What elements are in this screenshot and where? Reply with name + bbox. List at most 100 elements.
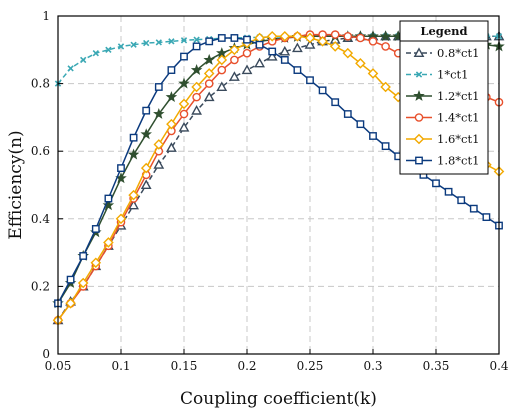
data-point	[204, 79, 214, 88]
data-point	[279, 45, 291, 56]
data-point	[304, 39, 316, 49]
data-point	[306, 76, 314, 85]
data-point	[230, 34, 239, 42]
data-point	[103, 237, 114, 248]
data-point	[140, 128, 152, 140]
data-point	[65, 298, 76, 309]
data-point	[91, 225, 100, 233]
data-point	[380, 81, 391, 93]
data-point	[166, 142, 177, 152]
data-point	[178, 98, 190, 110]
legend-item: 1.6*ct1	[406, 132, 479, 146]
x-marker-stroke	[143, 39, 150, 47]
y-tick-label: 0	[42, 347, 50, 361]
data-point	[178, 77, 190, 89]
x-tick-label: 0.15	[171, 359, 198, 373]
data-point	[140, 179, 152, 190]
data-point	[92, 50, 99, 57]
plot-frame	[57, 15, 500, 355]
legend-marker	[414, 113, 424, 122]
data-point	[379, 30, 392, 42]
y-tick-label: 0.6	[31, 144, 50, 158]
legend-label: 1.4*ct1	[437, 111, 479, 125]
y-axis-title: Efficiency(n)	[6, 130, 26, 239]
x-tick-label: 0.35	[423, 359, 450, 373]
x-tick-label: 0.25	[297, 359, 324, 373]
x-marker-stroke	[80, 56, 87, 64]
data-point	[381, 42, 390, 51]
data-point	[331, 98, 340, 107]
data-point	[293, 66, 302, 74]
x-marker-stroke	[155, 39, 162, 46]
data-point	[469, 204, 478, 213]
x-tick-label: 0.05	[45, 359, 72, 373]
x-marker-stroke	[67, 65, 74, 72]
x-tick-label: 0.3	[363, 359, 382, 373]
data-point	[255, 40, 264, 49]
data-point	[229, 44, 240, 56]
legend-item: 1.4*ct1	[406, 111, 479, 125]
x-tick-label: 0.2	[237, 359, 256, 373]
data-point	[191, 104, 202, 115]
legend-marker	[415, 71, 423, 78]
data-point	[203, 91, 215, 102]
data-point	[178, 121, 190, 132]
data-point	[105, 46, 112, 53]
data-point	[318, 86, 327, 95]
legend-box	[399, 20, 489, 175]
data-point	[457, 196, 466, 205]
grid	[58, 16, 499, 354]
x-axis-title: Coupling coefficient(k)	[180, 389, 377, 409]
data-point	[304, 32, 316, 44]
data-point	[66, 275, 75, 284]
y-tick-label: 0.8	[31, 77, 50, 91]
data-point	[356, 120, 365, 129]
data-point	[217, 34, 226, 42]
legend-marker	[413, 133, 425, 145]
x-tick-label: 0.1	[111, 359, 130, 373]
x-marker-stroke	[105, 46, 112, 53]
legend-items: 0.8*ct1 1*ct1 1.2*ct1 1.4*ct1 1.6*ct1 1.8*ct1	[406, 46, 479, 168]
series-6	[54, 34, 503, 308]
data-point	[216, 54, 228, 66]
data-point	[205, 37, 214, 46]
data-point	[80, 56, 87, 64]
data-point	[242, 48, 252, 58]
data-point	[180, 52, 188, 61]
data-point	[444, 187, 453, 196]
data-point	[190, 64, 203, 75]
data-point	[432, 179, 440, 188]
data-point	[266, 50, 278, 61]
data-point	[90, 257, 102, 269]
data-point	[192, 42, 201, 51]
data-point	[153, 159, 165, 169]
data-point	[165, 91, 178, 103]
data-point	[230, 55, 239, 65]
data-point	[254, 57, 265, 68]
data-point	[153, 107, 165, 119]
legend-item: 1.8*ct1	[406, 154, 479, 168]
data-point	[167, 66, 176, 74]
legend-title: Legend	[420, 24, 467, 38]
x-marker-stroke	[130, 41, 137, 48]
data-point	[342, 47, 354, 59]
data-point	[330, 30, 340, 39]
data-point	[367, 68, 379, 79]
x-marker-stroke	[168, 38, 175, 45]
data-point	[266, 30, 278, 42]
legend-item: 1.2*ct1	[406, 89, 479, 103]
data-point	[280, 56, 289, 64]
data-point	[317, 36, 328, 47]
data-point	[191, 81, 202, 93]
data-point	[193, 36, 200, 43]
data-point	[369, 132, 377, 140]
data-point	[356, 33, 365, 43]
data-point	[203, 53, 215, 65]
x-marker-stroke	[193, 36, 200, 43]
data-point	[166, 118, 177, 130]
data-point	[229, 71, 240, 81]
data-point	[180, 37, 188, 44]
data-point	[292, 30, 303, 42]
data-point	[128, 199, 139, 210]
